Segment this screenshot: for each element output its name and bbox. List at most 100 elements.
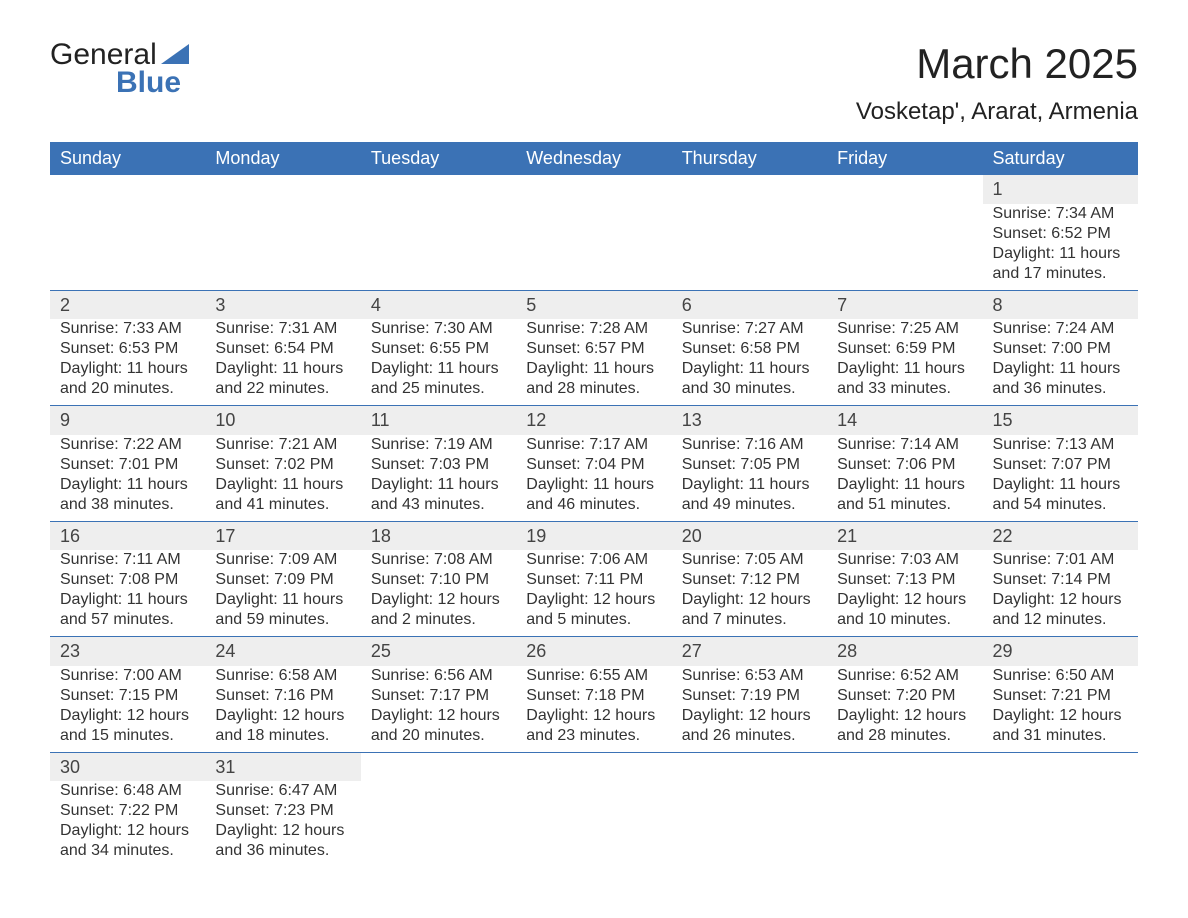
sunset-text: Sunset: 6:52 PM bbox=[993, 224, 1128, 244]
day-data-cell: Sunrise: 7:16 AMSunset: 7:05 PMDaylight:… bbox=[672, 435, 827, 522]
day-data-cell bbox=[672, 781, 827, 867]
sunset-text: Sunset: 7:17 PM bbox=[371, 686, 506, 706]
day-data-cell: Sunrise: 7:08 AMSunset: 7:10 PMDaylight:… bbox=[361, 550, 516, 637]
day-number-cell: 12 bbox=[516, 406, 671, 435]
daylight1-text: Daylight: 12 hours bbox=[837, 590, 972, 610]
daylight1-text: Daylight: 11 hours bbox=[215, 590, 350, 610]
sunrise-text: Sunrise: 7:13 AM bbox=[993, 435, 1128, 455]
day-data-cell: Sunrise: 7:21 AMSunset: 7:02 PMDaylight:… bbox=[205, 435, 360, 522]
sunset-text: Sunset: 7:20 PM bbox=[837, 686, 972, 706]
day-number-row: 23242526272829 bbox=[50, 637, 1138, 666]
weekday-header: Tuesday bbox=[361, 142, 516, 175]
day-data-cell bbox=[361, 204, 516, 291]
daylight2-text: and 17 minutes. bbox=[993, 264, 1128, 284]
sunset-text: Sunset: 7:03 PM bbox=[371, 455, 506, 475]
day-number-cell: 27 bbox=[672, 637, 827, 666]
daylight1-text: Daylight: 11 hours bbox=[215, 359, 350, 379]
sunset-text: Sunset: 7:13 PM bbox=[837, 570, 972, 590]
daylight2-text: and 7 minutes. bbox=[682, 610, 817, 630]
day-number-cell: 9 bbox=[50, 406, 205, 435]
day-number-cell: 16 bbox=[50, 521, 205, 550]
weekday-header-row: Sunday Monday Tuesday Wednesday Thursday… bbox=[50, 142, 1138, 175]
day-data-cell: Sunrise: 7:34 AMSunset: 6:52 PMDaylight:… bbox=[983, 204, 1138, 291]
day-number-cell: 10 bbox=[205, 406, 360, 435]
day-number-cell bbox=[983, 752, 1138, 781]
daylight2-text: and 41 minutes. bbox=[215, 495, 350, 515]
sunrise-text: Sunrise: 6:56 AM bbox=[371, 666, 506, 686]
daylight1-text: Daylight: 12 hours bbox=[682, 590, 817, 610]
sunset-text: Sunset: 6:55 PM bbox=[371, 339, 506, 359]
sunrise-text: Sunrise: 7:09 AM bbox=[215, 550, 350, 570]
daylight1-text: Daylight: 11 hours bbox=[837, 475, 972, 495]
header: General Blue March 2025 Vosketap', Arara… bbox=[50, 40, 1138, 126]
weekday-header: Thursday bbox=[672, 142, 827, 175]
day-number-row: 16171819202122 bbox=[50, 521, 1138, 550]
daylight2-text: and 34 minutes. bbox=[60, 841, 195, 861]
day-number-cell: 19 bbox=[516, 521, 671, 550]
sunrise-text: Sunrise: 6:53 AM bbox=[682, 666, 817, 686]
daylight2-text: and 28 minutes. bbox=[526, 379, 661, 399]
daylight2-text: and 22 minutes. bbox=[215, 379, 350, 399]
day-number-cell: 5 bbox=[516, 290, 671, 319]
daylight1-text: Daylight: 11 hours bbox=[60, 590, 195, 610]
daylight2-text: and 36 minutes. bbox=[215, 841, 350, 861]
calendar-body: 1Sunrise: 7:34 AMSunset: 6:52 PMDaylight… bbox=[50, 175, 1138, 867]
sunset-text: Sunset: 7:21 PM bbox=[993, 686, 1128, 706]
day-number-row: 2345678 bbox=[50, 290, 1138, 319]
sunrise-text: Sunrise: 7:14 AM bbox=[837, 435, 972, 455]
day-data-cell: Sunrise: 7:28 AMSunset: 6:57 PMDaylight:… bbox=[516, 319, 671, 406]
daylight2-text: and 12 minutes. bbox=[993, 610, 1128, 630]
day-number-cell bbox=[361, 175, 516, 204]
sunset-text: Sunset: 7:12 PM bbox=[682, 570, 817, 590]
daylight2-text: and 57 minutes. bbox=[60, 610, 195, 630]
daylight1-text: Daylight: 11 hours bbox=[371, 359, 506, 379]
day-number-row: 9101112131415 bbox=[50, 406, 1138, 435]
day-data-cell: Sunrise: 6:48 AMSunset: 7:22 PMDaylight:… bbox=[50, 781, 205, 867]
daylight1-text: Daylight: 11 hours bbox=[682, 359, 817, 379]
sunrise-text: Sunrise: 7:17 AM bbox=[526, 435, 661, 455]
sunrise-text: Sunrise: 7:28 AM bbox=[526, 319, 661, 339]
sunrise-text: Sunrise: 7:06 AM bbox=[526, 550, 661, 570]
day-data-cell: Sunrise: 7:00 AMSunset: 7:15 PMDaylight:… bbox=[50, 666, 205, 753]
sunset-text: Sunset: 7:00 PM bbox=[993, 339, 1128, 359]
sunrise-text: Sunrise: 7:19 AM bbox=[371, 435, 506, 455]
sunset-text: Sunset: 7:23 PM bbox=[215, 801, 350, 821]
day-number-cell: 24 bbox=[205, 637, 360, 666]
day-number-cell: 28 bbox=[827, 637, 982, 666]
sunrise-text: Sunrise: 7:27 AM bbox=[682, 319, 817, 339]
daylight1-text: Daylight: 11 hours bbox=[526, 359, 661, 379]
day-data-cell: Sunrise: 7:25 AMSunset: 6:59 PMDaylight:… bbox=[827, 319, 982, 406]
day-number-cell: 26 bbox=[516, 637, 671, 666]
sunrise-text: Sunrise: 7:34 AM bbox=[993, 204, 1128, 224]
day-data-row: Sunrise: 7:34 AMSunset: 6:52 PMDaylight:… bbox=[50, 204, 1138, 291]
sunset-text: Sunset: 7:19 PM bbox=[682, 686, 817, 706]
daylight2-text: and 51 minutes. bbox=[837, 495, 972, 515]
daylight1-text: Daylight: 11 hours bbox=[60, 359, 195, 379]
sunrise-text: Sunrise: 7:05 AM bbox=[682, 550, 817, 570]
daylight1-text: Daylight: 11 hours bbox=[60, 475, 195, 495]
day-number-cell bbox=[672, 752, 827, 781]
weekday-header: Wednesday bbox=[516, 142, 671, 175]
day-number-cell: 18 bbox=[361, 521, 516, 550]
weekday-header: Friday bbox=[827, 142, 982, 175]
daylight2-text: and 46 minutes. bbox=[526, 495, 661, 515]
day-data-cell: Sunrise: 6:53 AMSunset: 7:19 PMDaylight:… bbox=[672, 666, 827, 753]
daylight1-text: Daylight: 11 hours bbox=[837, 359, 972, 379]
day-data-row: Sunrise: 7:33 AMSunset: 6:53 PMDaylight:… bbox=[50, 319, 1138, 406]
daylight2-text: and 38 minutes. bbox=[60, 495, 195, 515]
day-data-cell bbox=[827, 781, 982, 867]
sunset-text: Sunset: 7:10 PM bbox=[371, 570, 506, 590]
daylight2-text: and 20 minutes. bbox=[60, 379, 195, 399]
sunrise-text: Sunrise: 7:03 AM bbox=[837, 550, 972, 570]
day-number-cell: 22 bbox=[983, 521, 1138, 550]
sunset-text: Sunset: 6:54 PM bbox=[215, 339, 350, 359]
day-number-cell bbox=[672, 175, 827, 204]
sunset-text: Sunset: 7:02 PM bbox=[215, 455, 350, 475]
day-number-cell: 20 bbox=[672, 521, 827, 550]
daylight2-text: and 59 minutes. bbox=[215, 610, 350, 630]
sunrise-text: Sunrise: 7:22 AM bbox=[60, 435, 195, 455]
daylight1-text: Daylight: 11 hours bbox=[526, 475, 661, 495]
day-number-cell: 30 bbox=[50, 752, 205, 781]
daylight1-text: Daylight: 12 hours bbox=[993, 590, 1128, 610]
daylight1-text: Daylight: 12 hours bbox=[371, 590, 506, 610]
